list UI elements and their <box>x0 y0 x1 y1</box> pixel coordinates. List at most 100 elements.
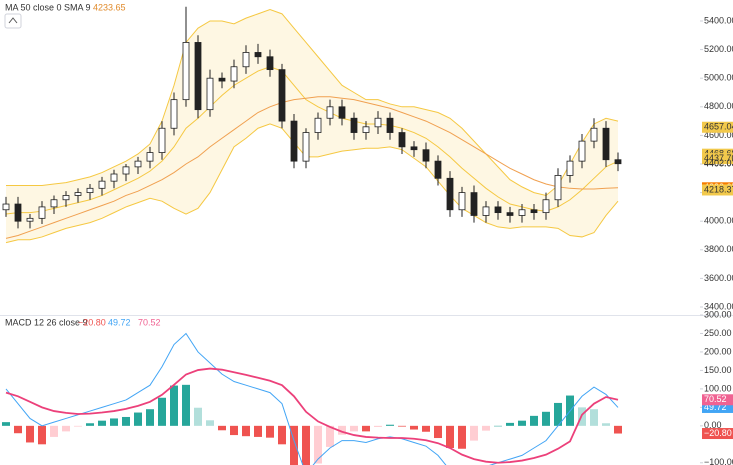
histogram-bar <box>458 425 466 449</box>
candle-body <box>146 152 154 162</box>
price-badge-label: 4402.03 <box>704 158 733 168</box>
histogram-bar <box>326 425 334 447</box>
histogram-bar <box>506 422 514 426</box>
price-badge-label: 49.72 <box>704 402 727 412</box>
price-axis: 3400.003600.003800.004000.004200.004400.… <box>700 15 733 465</box>
y-tick-label: 3400.00 <box>704 301 733 311</box>
candle-body <box>434 160 442 179</box>
y-tick-label: 4000.00 <box>704 216 733 226</box>
candle-body <box>218 77 226 82</box>
y-tick-label: 250.00 <box>704 328 732 338</box>
candle-body <box>578 140 586 162</box>
candle-body <box>470 192 478 216</box>
candle-body <box>542 199 550 214</box>
histogram-bar <box>374 425 382 427</box>
macd-readout: 70.52 <box>138 317 161 327</box>
collapse-button[interactable] <box>4 13 22 29</box>
candle-body <box>74 192 82 196</box>
histogram-bar <box>530 415 538 426</box>
candle-body <box>302 132 310 162</box>
candle-body <box>554 175 562 201</box>
candle-body <box>362 126 370 133</box>
histogram-bar <box>62 425 70 432</box>
price-pane <box>2 6 622 244</box>
candle-body <box>350 117 358 133</box>
histogram-bar <box>86 423 94 426</box>
y-tick-label: 4800.00 <box>704 101 733 111</box>
candle-body <box>242 52 250 68</box>
macd-readout: −20.80 <box>78 317 106 327</box>
price-badge <box>702 121 733 133</box>
histogram-bar <box>266 425 274 438</box>
candle-body <box>446 177 454 211</box>
histogram-bar <box>494 425 502 427</box>
indicator-title: MA 50 close 0 SMA 9 <box>5 2 91 12</box>
candle-body <box>98 180 106 189</box>
ma-readout: 4233.65 <box>93 2 126 12</box>
y-tick-label: 300.00 <box>704 309 732 319</box>
candle-body <box>134 160 142 168</box>
price-badge-label: 4437.70 <box>704 153 733 163</box>
candle-body <box>518 209 526 216</box>
histogram-bar <box>278 425 286 445</box>
band-basis <box>5 66 619 215</box>
histogram-bar <box>14 425 22 434</box>
histogram-bar <box>446 425 454 449</box>
histogram-bar <box>170 385 178 426</box>
histogram-bar <box>26 425 34 443</box>
candle-body <box>38 206 46 219</box>
y-tick-label: 5200.00 <box>704 44 733 54</box>
y-tick-label: −100.00 <box>704 457 733 465</box>
histogram-bar <box>386 424 394 426</box>
collapse-icon <box>8 17 18 24</box>
histogram-bar <box>590 409 598 426</box>
histogram-bar <box>614 425 622 434</box>
y-tick-label: 0.00 <box>704 420 722 430</box>
candle-body <box>494 206 502 214</box>
y-tick-label: 100.00 <box>704 383 732 393</box>
candle-body <box>266 56 274 71</box>
candle-body <box>2 203 10 211</box>
band-lower <box>5 123 619 244</box>
macd-title: MACD 12 26 close 9 <box>5 317 88 327</box>
price-badge <box>702 428 733 440</box>
band-fill <box>6 9 618 243</box>
histogram-bar <box>410 425 418 430</box>
candle-body <box>482 206 490 216</box>
histogram-bar <box>542 411 550 426</box>
candle-body <box>290 120 298 162</box>
price-badge-label: 70.52 <box>704 394 727 404</box>
histogram-bar <box>98 420 106 426</box>
histogram-bar <box>146 409 154 426</box>
ma50-line <box>5 96 619 239</box>
candle-body <box>398 132 406 148</box>
candle-body <box>26 217 34 222</box>
candle-body <box>14 203 22 222</box>
price-badge-label: 4657.04 <box>704 122 733 132</box>
histogram-bar <box>422 425 430 432</box>
y-tick-label: 5000.00 <box>704 73 733 83</box>
histogram-bar <box>50 425 58 437</box>
candle-body <box>158 127 166 153</box>
candle-body <box>230 66 238 82</box>
candle-body <box>206 77 214 111</box>
histogram-bar <box>518 420 526 426</box>
macd-line <box>5 332 619 465</box>
histogram-bar <box>338 425 346 435</box>
histogram-bar <box>230 425 238 436</box>
histogram-bar <box>350 425 358 432</box>
price-badge <box>702 184 733 196</box>
candle-body <box>122 166 130 175</box>
candle-body <box>530 209 538 214</box>
price-badge <box>702 153 733 165</box>
histogram-bar <box>290 425 298 465</box>
candle-body <box>422 149 430 162</box>
candle-body <box>326 106 334 119</box>
candle-body <box>386 117 394 133</box>
histogram-bar <box>182 384 190 426</box>
histogram-bar <box>554 402 562 426</box>
candle-body <box>170 99 178 129</box>
candle-body <box>602 127 610 161</box>
